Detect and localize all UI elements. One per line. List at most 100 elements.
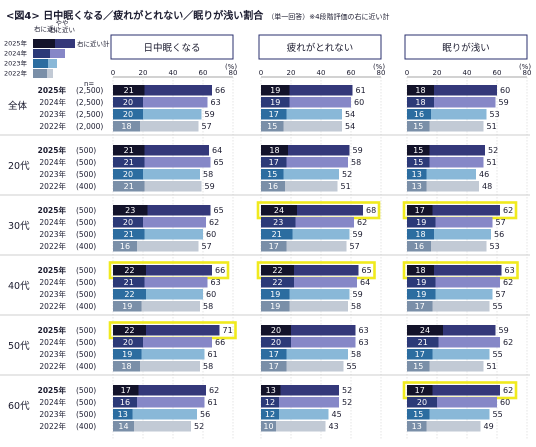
bar-value-right-near: 17	[415, 350, 425, 359]
bar-right-near	[113, 181, 145, 192]
bar-value-total: 53	[490, 242, 500, 251]
bar-somewhat-near	[434, 97, 496, 108]
bar-value-right-near: 15	[413, 158, 423, 167]
bar-somewhat-near	[146, 265, 212, 276]
n-value: (500)	[76, 350, 96, 359]
bar-value-right-near: 24	[274, 206, 284, 215]
bar-right-near	[407, 145, 430, 156]
legend-year-label: 2023年	[4, 59, 28, 68]
bar-somewhat-near	[144, 145, 209, 156]
n-value: (500)	[76, 218, 96, 227]
bar-value-total: 51	[487, 158, 497, 167]
bar-value-right-near: 18	[121, 362, 131, 371]
bar-somewhat-near	[146, 289, 203, 300]
bar-right-near	[261, 361, 287, 372]
bar-somewhat-near	[297, 205, 363, 216]
bar-right-near	[407, 361, 430, 372]
x-tick-label: 40	[169, 69, 178, 77]
legend-swatch-right-near	[33, 69, 47, 78]
x-tick-label: 40	[317, 69, 326, 77]
bar-right-near	[261, 169, 284, 180]
n-value: (500)	[76, 278, 96, 287]
bar-value-right-near: 18	[415, 266, 425, 275]
n-value: (400)	[76, 182, 96, 191]
year-label: 2023年	[39, 349, 66, 359]
x-tick-label: 60	[493, 69, 502, 77]
bar-somewhat-near	[429, 361, 484, 372]
bar-value-right-near: 13	[266, 386, 276, 395]
bar-value-right-near: 20	[271, 326, 281, 335]
bar-value-total: 56	[200, 410, 210, 419]
legend-swatch-right-near	[33, 49, 50, 58]
bar-right-near	[261, 421, 276, 432]
group-label: 全体	[8, 100, 28, 112]
bar-right-near	[407, 109, 431, 120]
bar-value-total: 56	[494, 230, 504, 239]
bar-somewhat-near	[434, 229, 491, 240]
bar-value-right-near: 19	[416, 290, 426, 299]
bar-value-right-near: 19	[270, 302, 280, 311]
bar-right-near	[113, 217, 143, 228]
bar-somewhat-near	[137, 397, 205, 408]
bar-value-total: 60	[500, 86, 510, 95]
bar-somewhat-near	[429, 157, 484, 168]
bar-value-total: 66	[215, 338, 225, 347]
bar-value-right-near: 12	[265, 410, 275, 419]
n-value: (500)	[76, 170, 96, 179]
panel-header-label: 疲れがとれない	[287, 42, 354, 54]
bar-value-right-near: 13	[118, 410, 128, 419]
bar-value-total: 62	[503, 278, 513, 287]
bar-value-total: 71	[223, 326, 233, 335]
bar-right-near	[261, 157, 287, 168]
bar-value-right-near: 16	[268, 182, 278, 191]
bar-value-total: 54	[345, 122, 355, 131]
bar-value-right-near: 21	[418, 338, 428, 347]
bar-value-right-near: 15	[413, 410, 423, 419]
bar-somewhat-near	[294, 277, 357, 288]
n-value: (500)	[76, 410, 96, 419]
bar-right-near	[407, 157, 430, 168]
x-tick-label: 60	[347, 69, 356, 77]
year-label: 2022年	[39, 301, 66, 311]
x-tick-label: 0	[111, 69, 115, 77]
bar-value-right-near: 22	[272, 278, 282, 287]
bar-somewhat-near	[431, 109, 487, 120]
n-value: (400)	[76, 362, 96, 371]
bar-value-total: 57	[350, 242, 360, 251]
year-label: 2022年	[39, 181, 66, 191]
bar-right-near	[407, 337, 439, 348]
bar-right-near	[407, 265, 434, 276]
bar-somewhat-near	[432, 385, 500, 396]
bar-value-total: 60	[206, 230, 216, 239]
bar-somewhat-near	[276, 421, 326, 432]
bar-value-right-near: 22	[124, 290, 134, 299]
bar-somewhat-near	[144, 85, 212, 96]
legend-swatch-somewhat-near	[55, 39, 75, 48]
legend-year-label: 2024年	[4, 49, 28, 58]
bar-somewhat-near	[147, 205, 211, 216]
bar-right-near	[261, 277, 294, 288]
bar-value-total: 53	[490, 110, 500, 119]
x-tick-label: 80	[377, 69, 386, 77]
bar-value-right-near: 19	[122, 350, 132, 359]
bar-somewhat-near	[286, 241, 347, 252]
axis-unit-label: (%)	[225, 63, 237, 71]
n-value: (400)	[76, 302, 96, 311]
bar-somewhat-near	[431, 241, 487, 252]
bar-value-right-near: 16	[414, 242, 424, 251]
x-tick-label: 60	[199, 69, 208, 77]
year-label: 2023年	[39, 169, 66, 179]
n-value: (500)	[76, 398, 96, 407]
bar-value-right-near: 18	[415, 98, 425, 107]
n-value: (2,500)	[76, 86, 103, 95]
chart-subtitle: （単一回答）※4段階評価の右に近い計	[267, 13, 390, 21]
bar-value-right-near: 21	[272, 230, 282, 239]
bar-right-near	[113, 169, 143, 180]
bar-right-near	[113, 421, 134, 432]
bar-value-total: 61	[208, 398, 218, 407]
bar-somewhat-near	[291, 337, 356, 348]
bar-right-near	[113, 361, 140, 372]
panel-header-box	[110, 34, 234, 60]
bar-value-total: 60	[206, 290, 216, 299]
bar-right-near	[407, 169, 427, 180]
